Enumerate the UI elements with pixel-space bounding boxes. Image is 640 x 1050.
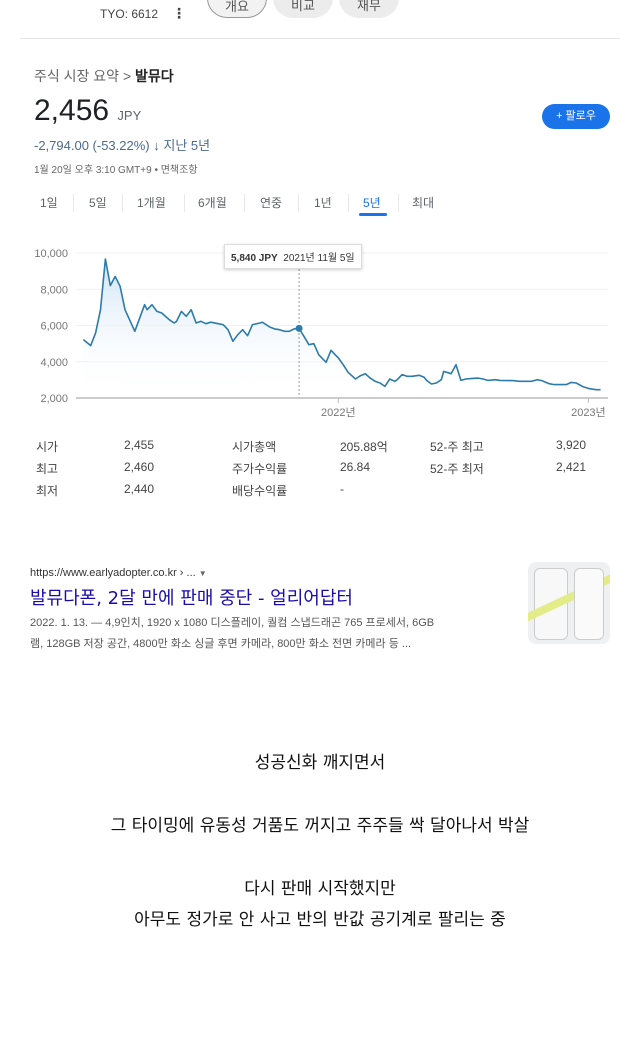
- timestamp: 1월 20일 오후 3:10 GMT+9 • 면책조항: [34, 165, 198, 176]
- divider: [20, 38, 620, 39]
- range-1m[interactable]: 1개월: [137, 196, 166, 210]
- stat-value: -: [340, 482, 344, 496]
- range-1d[interactable]: 1일: [40, 196, 58, 210]
- area-fill: [83, 259, 601, 398]
- stat-value: 2,455: [124, 438, 155, 452]
- price-chart[interactable]: 10,000 8,000 6,000 4,000 2,000 2022년 2023년: [0, 230, 640, 420]
- stat-label: 최저: [36, 484, 59, 498]
- divider: [73, 194, 74, 212]
- highlight-point: [295, 324, 303, 332]
- breadcrumb: 주식 시장 요약 > 발뮤다: [34, 66, 174, 86]
- y-tick-label: 2,000: [40, 393, 68, 405]
- change-period: 지난 5년: [163, 138, 211, 153]
- stat-value: 2,421: [556, 460, 587, 474]
- ticker: TYO: 6612: [100, 7, 159, 21]
- tooltip-value: 5,840 JPY: [231, 253, 278, 264]
- stat-value: 205.88억: [340, 440, 388, 454]
- range-5y[interactable]: 5년: [363, 196, 381, 210]
- stat-label: 최고: [36, 462, 59, 476]
- result-snippet: 2022. 1. 13. — 4,9인치, 1920 x 1080 디스플레이,…: [30, 617, 435, 629]
- caption-line: 그 타이밍에 유동성 거품도 꺼지고 주주들 싹 달아나서 박살: [110, 816, 530, 836]
- change-value: -2,794.00 (-53.22%): [34, 138, 150, 153]
- range-1y[interactable]: 1년: [314, 196, 332, 210]
- tooltip-date: 2021년 11월 5일: [283, 253, 355, 264]
- stat-label: 52-주 최저: [430, 462, 484, 476]
- y-tick-label: 10,000: [34, 248, 68, 260]
- breadcrumb-current: 발뮤다: [135, 68, 174, 84]
- stat-value: 3,920: [556, 438, 587, 452]
- range-ytd[interactable]: 연중: [260, 196, 283, 210]
- stat-label: 시가총액: [232, 440, 277, 454]
- stat-label: 시가: [36, 440, 59, 454]
- chart-tooltip: 5,840 JPY 2021년 11월 5일: [224, 244, 362, 269]
- y-tick-label: 8,000: [40, 284, 68, 296]
- more-options-icon[interactable]: ⋮: [172, 5, 186, 21]
- divider: [298, 194, 299, 212]
- arrow-down-icon: ↓: [153, 138, 160, 153]
- divider: [122, 194, 123, 212]
- tab-overview[interactable]: 개요: [207, 0, 267, 18]
- x-tick-label: 2023년: [571, 406, 606, 419]
- price-line: [82, 258, 601, 391]
- price: 2,456 JPY: [34, 94, 141, 128]
- follow-button[interactable]: + 팔로우: [542, 104, 610, 129]
- phone-back-image: [574, 568, 604, 640]
- range-6m[interactable]: 6개월: [198, 196, 227, 210]
- divider: [348, 194, 349, 212]
- price-change: -2,794.00 (-53.22%) ↓ 지난 5년: [34, 135, 210, 154]
- caption-line: 아무도 정가로 안 사고 반의 반값 공기계로 팔리는 중: [134, 910, 506, 930]
- divider: [398, 194, 399, 212]
- range-max[interactable]: 최대: [412, 196, 435, 210]
- y-tick-label: 6,000: [40, 321, 68, 333]
- result-snippet: 램, 128GB 저장 공간, 4800만 화소 싱글 후면 카메라, 800만…: [30, 638, 412, 650]
- x-tick-label: 2022년: [321, 406, 356, 419]
- y-tick-label: 4,000: [40, 357, 68, 369]
- result-url[interactable]: https://www.earlyadopter.co.kr › ... ▼: [30, 567, 207, 579]
- currency: JPY: [117, 108, 142, 123]
- result-title-link[interactable]: 발뮤다폰, 2달 만에 판매 중단 - 얼리어답터: [30, 588, 353, 609]
- tab-compare[interactable]: 비교: [273, 0, 333, 18]
- stat-value: 2,440: [124, 482, 155, 496]
- stat-label: 배당수익률: [232, 484, 288, 498]
- stat-label: 52-주 최고: [430, 440, 484, 454]
- result-thumbnail[interactable]: [528, 562, 610, 644]
- breadcrumb-root[interactable]: 주식 시장 요약 >: [34, 68, 132, 84]
- caption-line: 다시 판매 시작했지만: [244, 879, 396, 899]
- divider: [184, 194, 185, 212]
- range-5d[interactable]: 5일: [89, 196, 107, 210]
- divider: [244, 194, 245, 212]
- caption-line: 성공신화 깨지면서: [254, 753, 386, 773]
- stat-value: 26.84: [340, 460, 371, 474]
- tab-financials[interactable]: 재무: [339, 0, 399, 18]
- price-value: 2,456: [34, 94, 110, 127]
- selected-range-indicator: [359, 213, 387, 216]
- stat-value: 2,460: [124, 460, 155, 474]
- stat-label: 주가수익률: [232, 462, 288, 476]
- caret-down-icon[interactable]: ▼: [198, 569, 207, 578]
- result-url-text: https://www.earlyadopter.co.kr › ...: [30, 567, 196, 579]
